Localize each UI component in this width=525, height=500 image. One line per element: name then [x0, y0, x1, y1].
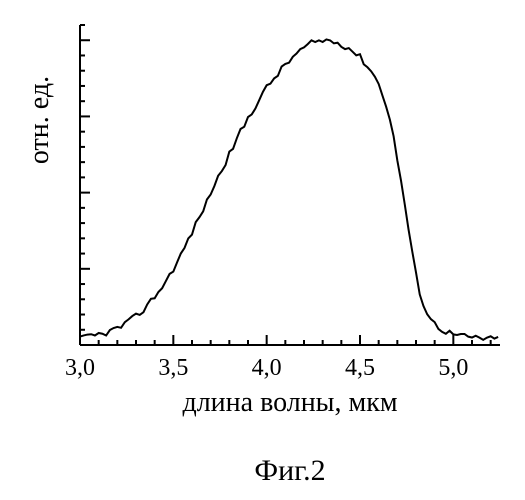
x-tick-label: 3,5	[158, 355, 188, 381]
x-tick-label: 4,0	[252, 355, 282, 381]
x-tick-label: 4,5	[345, 355, 375, 381]
plot-background	[0, 0, 525, 500]
y-axis-label: отн. ед.	[24, 76, 55, 164]
x-axis-label: длина волны, мкм	[182, 387, 397, 418]
spectrum-chart: 3,0 3,5 4,0 4,5 5,0 длина волны, мкм отн. ед…	[0, 0, 525, 500]
x-tick-label: 5,0	[438, 355, 468, 381]
x-tick-label: 3,0	[65, 355, 95, 381]
figure-caption: Фиг.2	[254, 454, 325, 487]
